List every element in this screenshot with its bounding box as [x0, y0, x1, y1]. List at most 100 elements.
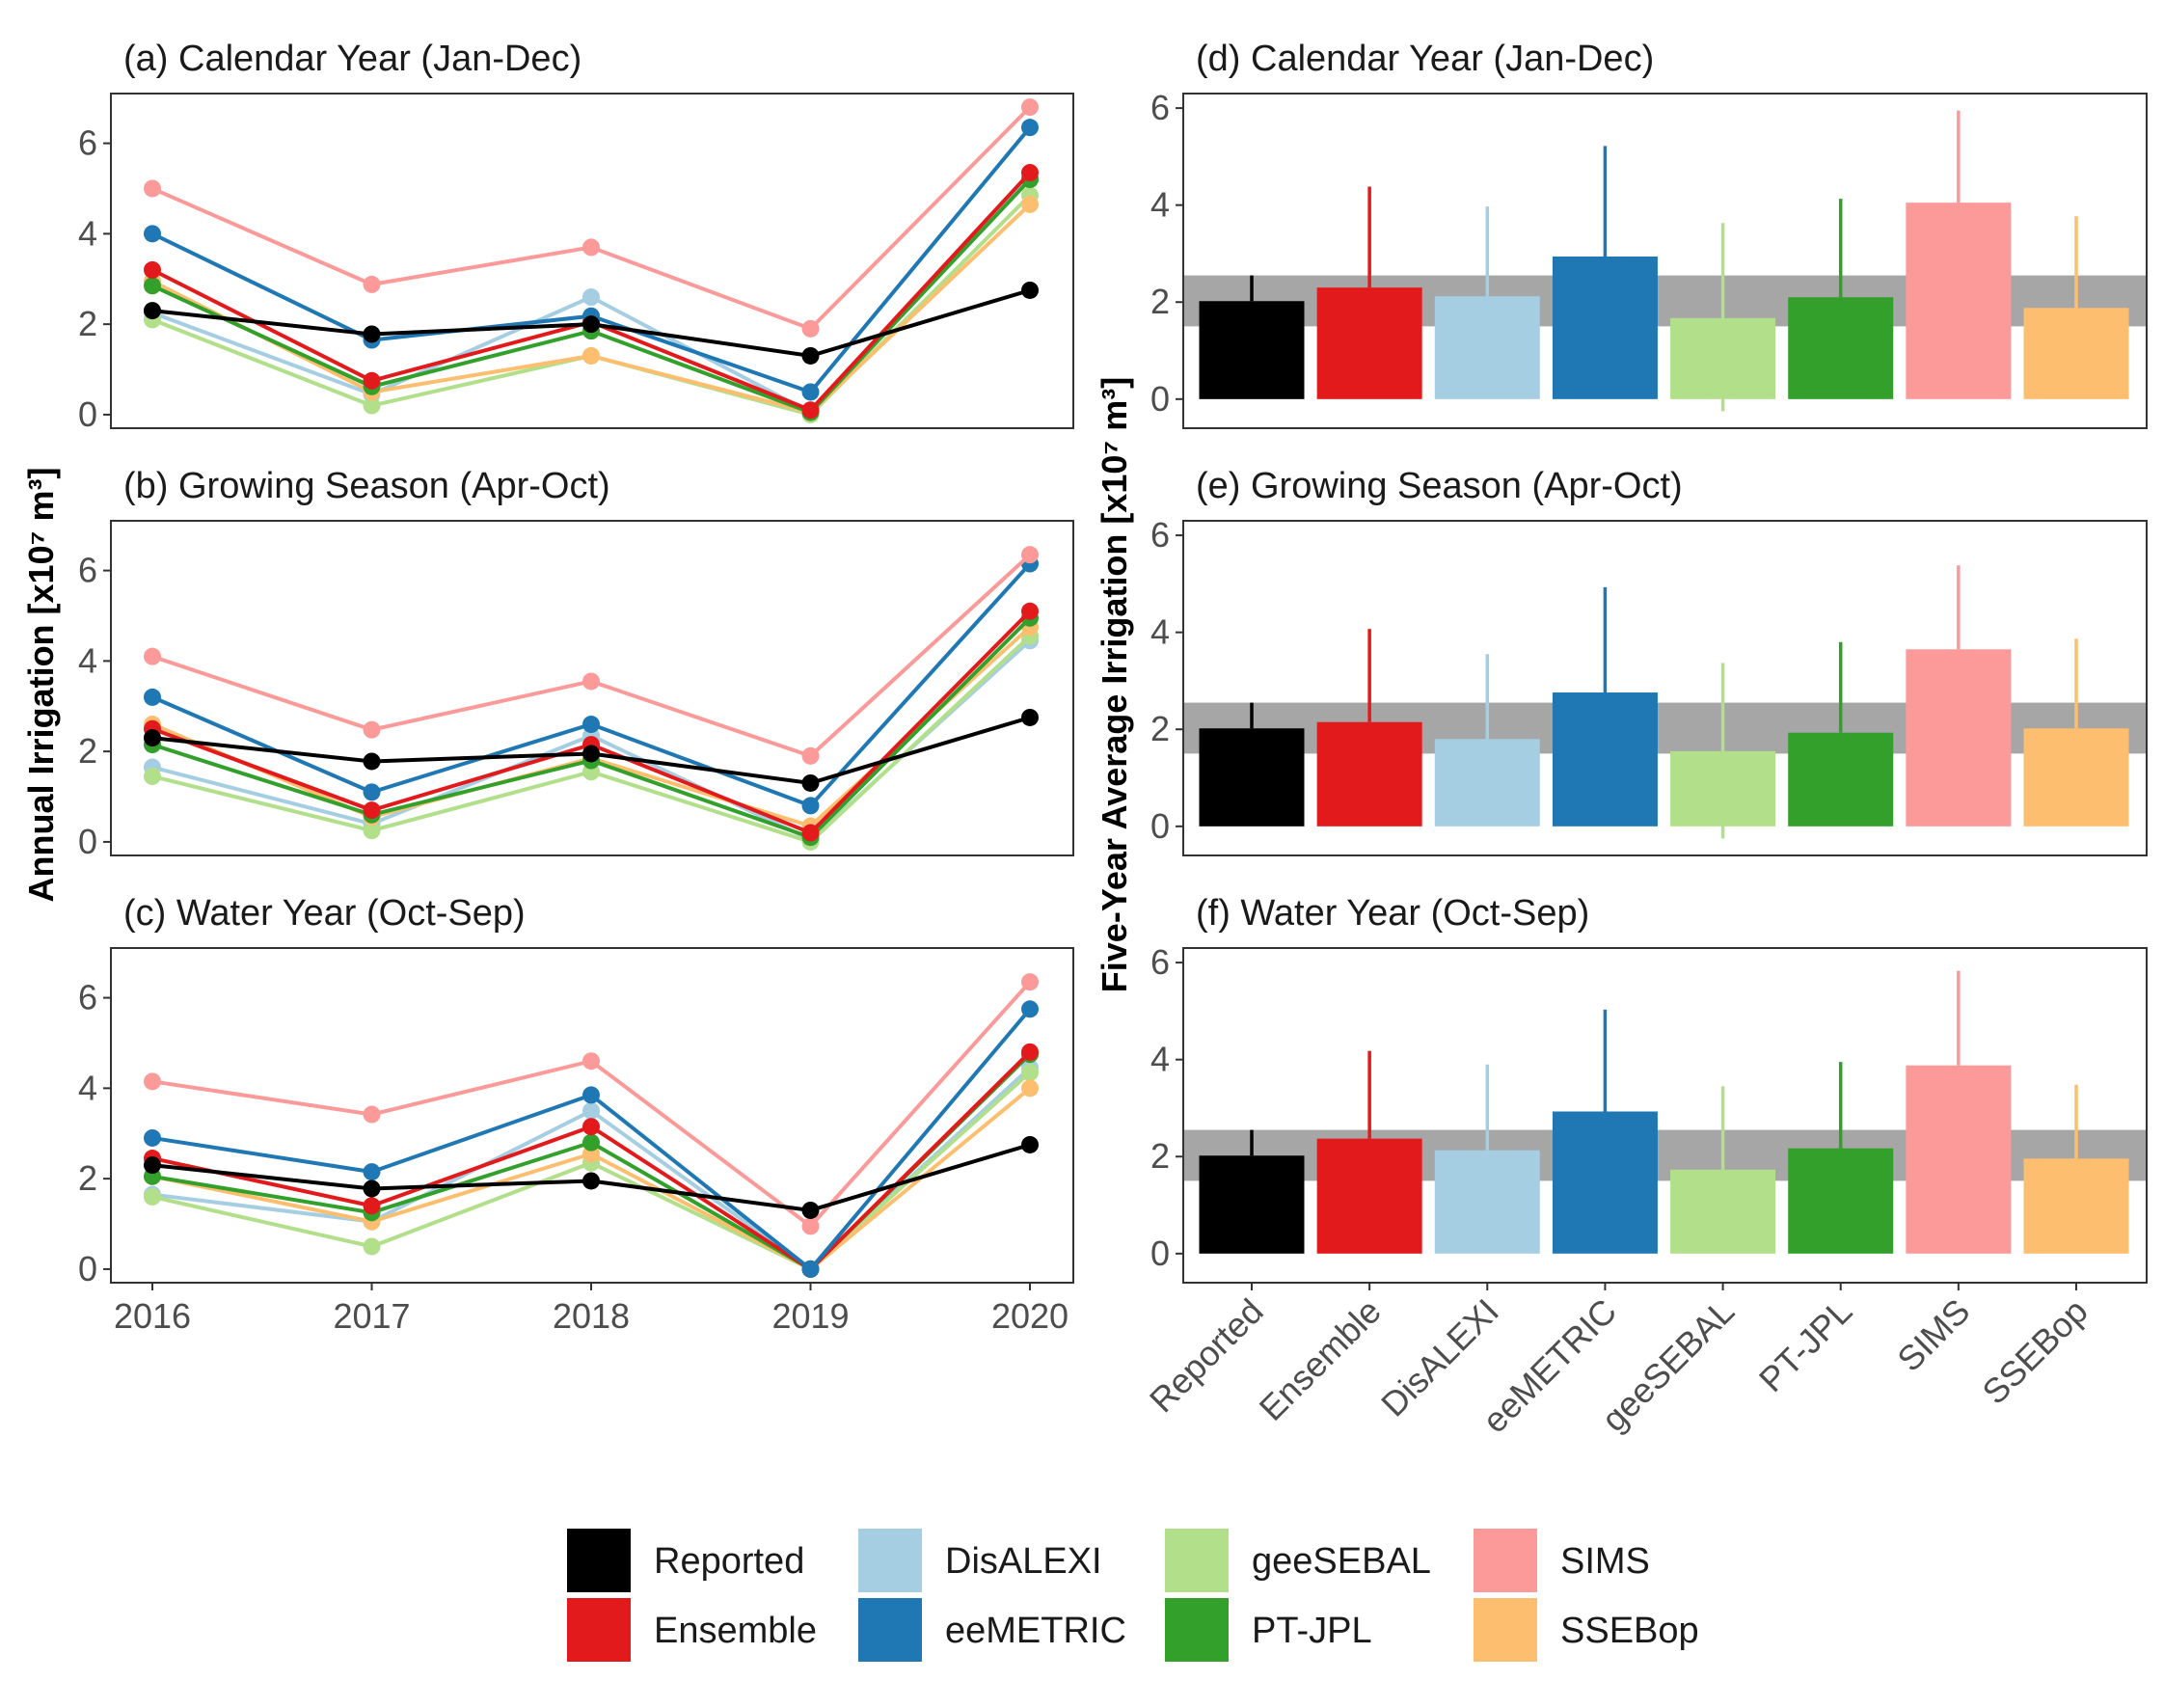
y-tick-label: 6: [1150, 942, 1170, 982]
data-point-ensemble: [144, 260, 161, 279]
data-point-sims: [801, 746, 820, 765]
data-point-reported: [144, 1156, 161, 1175]
x-tick-label: 2016: [114, 1296, 191, 1336]
panel-title: (c) Water Year (Oct-Sep): [123, 893, 526, 934]
data-point-eemetric: [1021, 1000, 1039, 1018]
legend-label-reported: Reported: [654, 1541, 804, 1582]
y-tick-label: 4: [78, 1068, 97, 1107]
y-tick-label: 6: [78, 551, 97, 590]
panel-d: (d) Calendar Year (Jan-Dec) 0 2 4 6: [1150, 39, 2148, 429]
data-point-geesebal: [1021, 1063, 1039, 1081]
panel-e: (e) Growing Season (Apr-Oct) 0 2 4 6: [1150, 466, 2148, 856]
panel-title: (b) Growing Season (Apr-Oct): [123, 466, 610, 506]
y-tick-label: 2: [78, 304, 97, 343]
panel-border: [1182, 93, 2148, 429]
y-tick-label: 6: [1150, 88, 1170, 127]
data-point-eemetric: [144, 1128, 161, 1147]
data-point-reported: [363, 1179, 381, 1198]
bar-reported: [1199, 301, 1305, 399]
legend: Reported Ensemble DisALEXI eeMETRIC geeSEBAL…: [567, 1529, 1699, 1662]
bar-ssebop: [2023, 308, 2129, 399]
bar-disalexi: [1434, 296, 1540, 399]
bar-pt-jpl: [1788, 297, 1894, 399]
bar-sims: [1906, 1065, 2012, 1254]
data-point-eemetric: [582, 1086, 600, 1104]
data-point-ensemble: [363, 801, 381, 820]
panel-title: (e) Growing Season (Apr-Oct): [1196, 466, 1683, 506]
data-point-reported: [1021, 281, 1039, 299]
bar-disalexi: [1434, 739, 1540, 827]
legend-label-geesebal: geeSEBAL: [1252, 1541, 1431, 1582]
bar-reported: [1199, 728, 1305, 827]
data-point-reported: [363, 752, 381, 771]
data-point-pt-jpl: [582, 1133, 600, 1152]
data-point-reported: [801, 773, 820, 792]
data-point-sims: [144, 647, 161, 665]
data-point-geesebal: [363, 822, 381, 840]
y-tick-label: 0: [78, 394, 97, 434]
data-point-sims: [144, 1072, 161, 1091]
x-tick-label: 2019: [771, 1296, 849, 1336]
data-point-ssebop: [1021, 195, 1039, 213]
data-point-geesebal: [363, 1237, 381, 1256]
legend-label-pt-jpl: PT-JPL: [1252, 1611, 1372, 1651]
y-tick-label: 0: [1150, 806, 1170, 846]
bar-disalexi: [1434, 1150, 1540, 1254]
legend-swatch-ensemble: [567, 1598, 631, 1662]
bar-ssebop: [2023, 1158, 2129, 1254]
data-point-ensemble: [801, 401, 820, 420]
legend-label-disalexi: DisALEXI: [945, 1541, 1102, 1582]
y-tick-label: 6: [78, 978, 97, 1017]
data-point-reported: [801, 1201, 820, 1219]
legend-swatch-pt-jpl: [1165, 1598, 1229, 1662]
bar-ensemble: [1316, 721, 1422, 827]
data-point-eemetric: [144, 688, 161, 706]
bar-geesebal: [1670, 317, 1776, 399]
data-point-sims: [1021, 973, 1039, 991]
y-tick-label: 6: [1150, 515, 1170, 555]
y-tick-label: 0: [78, 822, 97, 861]
data-point-eemetric: [363, 783, 381, 801]
panel-border: [1182, 520, 2148, 856]
plot-background: [111, 94, 1073, 428]
data-point-eemetric: [801, 383, 820, 401]
data-point-reported: [582, 315, 600, 334]
data-point-geesebal: [144, 767, 161, 785]
data-point-sims: [363, 1105, 381, 1124]
data-point-disalexi: [582, 1101, 600, 1120]
y-tick-label: 0: [1150, 1234, 1170, 1273]
bar-eemetric: [1552, 1111, 1658, 1254]
legend-label-eemetric: eeMETRIC: [945, 1611, 1126, 1651]
legend-swatch-reported: [567, 1529, 631, 1592]
panel-title: (f) Water Year (Oct-Sep): [1196, 893, 1589, 934]
y-tick-label: 4: [78, 213, 97, 253]
legend-swatch-eemetric: [858, 1598, 922, 1662]
data-point-eemetric: [801, 797, 820, 815]
data-point-sims: [582, 238, 600, 257]
y-tick-label: 2: [1150, 709, 1170, 748]
panel-border: [1182, 947, 2148, 1284]
bar-reported: [1199, 1155, 1305, 1254]
data-point-eemetric: [363, 1163, 381, 1181]
y-tick-label: 2: [78, 731, 97, 771]
data-point-reported: [363, 325, 381, 343]
panel-title: (a) Calendar Year (Jan-Dec): [123, 39, 582, 79]
data-point-sims: [582, 672, 600, 691]
bar-sims: [1906, 203, 2012, 399]
data-point-eemetric: [801, 1260, 820, 1278]
panel-a: (a) Calendar Year (Jan-Dec) 0 2 4 6: [78, 39, 1074, 434]
bar-eemetric: [1552, 256, 1658, 399]
panel-border: [110, 93, 1074, 429]
data-point-sims: [801, 319, 820, 338]
y-tick-label: 6: [78, 123, 97, 163]
data-point-disalexi: [582, 288, 600, 307]
y-tick-label: 4: [1150, 612, 1170, 652]
data-point-geesebal: [363, 396, 381, 415]
data-point-eemetric: [1021, 119, 1039, 137]
bar-eemetric: [1552, 692, 1658, 827]
x-tick-label: SIMS: [1889, 1291, 1977, 1379]
data-point-sims: [801, 1217, 820, 1235]
panel-border: [110, 520, 1074, 856]
data-point-ensemble: [1021, 1043, 1039, 1061]
left-y-axis-label: Annual Irrigation [x10⁷ m³]: [21, 468, 61, 903]
